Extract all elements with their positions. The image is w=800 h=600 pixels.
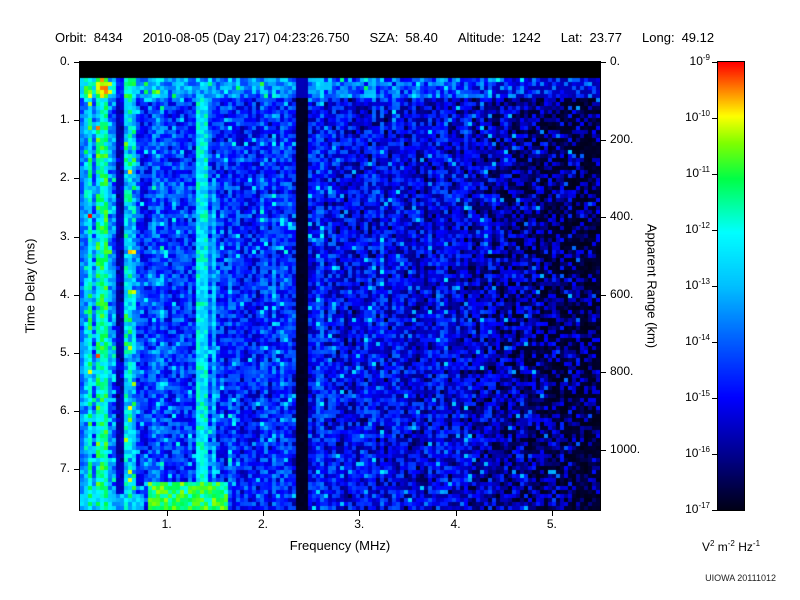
right-tick-label: 0. <box>610 54 621 68</box>
long-label: Long: <box>642 30 675 45</box>
lat-label: Lat: <box>560 30 583 45</box>
colorbar-tick-mark <box>712 510 717 511</box>
colorbar-tick-mark <box>712 286 717 287</box>
colorbar-tick-label: 10-15 <box>685 389 710 405</box>
y-tick-mark <box>74 469 79 471</box>
colorbar-tick-mark <box>712 62 717 63</box>
watermark-text: UIOWA 20111012 <box>705 573 776 583</box>
right-tick-label: 1000. <box>610 441 641 456</box>
right-tick-mark <box>601 139 606 141</box>
x-tick-label: 3. <box>354 517 365 531</box>
colorbar-tick-mark <box>712 118 717 119</box>
colorbar-tick-mark <box>712 398 717 399</box>
colorbar-canvas <box>717 61 745 511</box>
lat-value: 23.77 <box>589 30 623 45</box>
orbit-field: Orbit: 8434 <box>55 30 123 45</box>
right-tick-label: 800. <box>610 364 634 379</box>
right-tick-label: 400. <box>610 209 634 224</box>
sza-value: 58.40 <box>405 30 438 45</box>
y-tick-mark <box>74 294 79 296</box>
colorbar-tick-label: 10-14 <box>685 333 710 349</box>
right-tick-label: 600. <box>610 286 634 301</box>
y-tick-label: 5. <box>59 344 70 359</box>
colorbar-tick-mark <box>712 230 717 231</box>
right-tick-mark <box>601 372 606 374</box>
sza-field: SZA: 58.40 <box>369 30 437 45</box>
x-tick-label: 4. <box>450 517 461 531</box>
colorbar-tick-label: 10-10 <box>685 109 710 125</box>
long-field: Long: 49.12 <box>642 30 714 45</box>
orbit-value: 8434 <box>93 30 123 45</box>
y-tick-label: 6. <box>59 403 70 418</box>
right-tick-mark <box>601 217 606 219</box>
x-tick-mark <box>262 511 264 516</box>
altitude-value: 1242 <box>511 30 541 45</box>
lat-field: Lat: 23.77 <box>561 30 622 45</box>
x-tick-mark <box>166 511 168 516</box>
colorbar-tick-label: 10-17 <box>685 501 710 517</box>
orbit-label: Orbit: <box>55 30 87 45</box>
altitude-field: Altitude: 1242 <box>458 30 541 45</box>
sza-label: SZA: <box>369 30 399 45</box>
colorbar-tick-label: 10-9 <box>689 53 710 69</box>
x-tick-label: 5. <box>546 517 557 531</box>
y-tick-label: 2. <box>59 170 70 185</box>
colorbar-tick-mark <box>712 174 717 175</box>
spectrogram-canvas <box>79 61 601 511</box>
colorbar-tick-mark <box>712 342 717 343</box>
y-tick-mark <box>74 120 79 122</box>
right-axis-label: Apparent Range (km) <box>644 223 660 349</box>
x-tick-mark <box>455 511 457 516</box>
y-tick-mark <box>74 62 79 63</box>
colorbar-tick-mark <box>712 454 717 455</box>
colorbar-tick-label: 10-11 <box>685 165 710 181</box>
y-tick-label: 3. <box>59 228 70 243</box>
y-tick-label: 0. <box>59 54 70 68</box>
colorbar-tick-label: 10-12 <box>685 221 710 237</box>
y-tick-mark <box>74 178 79 180</box>
colorbar-units-label: V2 m-2 Hz-1 <box>701 539 761 555</box>
y-tick-mark <box>74 352 79 354</box>
x-axis-label: Frequency (MHz) <box>289 538 391 553</box>
x-tick-mark <box>551 511 553 516</box>
right-tick-mark <box>601 62 606 63</box>
x-tick-mark <box>359 511 361 516</box>
header-bar: Orbit: 8434 2010-08-05 (Day 217) 04:23:2… <box>55 30 714 45</box>
datetime-value: 2010-08-05 (Day 217) 04:23:26.750 <box>142 30 350 45</box>
y-tick-mark <box>74 411 79 413</box>
y-tick-label: 7. <box>59 461 70 476</box>
right-tick-label: 200. <box>610 131 634 146</box>
y-axis-label: Time Delay (ms) <box>22 238 38 334</box>
x-tick-label: 2. <box>257 517 268 531</box>
right-tick-mark <box>601 294 606 296</box>
colorbar-tick-label: 10-16 <box>685 445 710 461</box>
x-tick-label: 1. <box>161 517 172 531</box>
long-value: 49.12 <box>681 30 715 45</box>
y-tick-mark <box>74 236 79 238</box>
altitude-label: Altitude: <box>457 30 505 45</box>
y-tick-label: 4. <box>59 286 70 301</box>
right-tick-mark <box>601 449 606 451</box>
y-tick-label: 1. <box>59 112 70 127</box>
colorbar-tick-label: 10-13 <box>685 277 710 293</box>
